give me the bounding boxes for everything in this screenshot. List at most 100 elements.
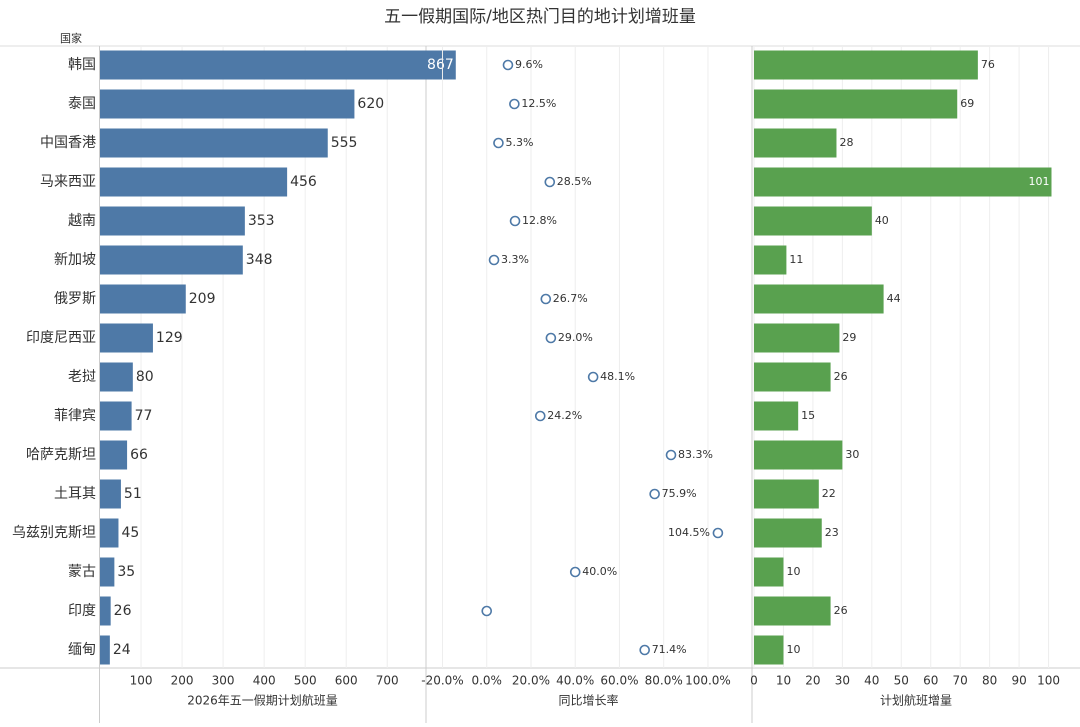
category-label: 土耳其	[54, 486, 96, 502]
data-label: 26	[834, 604, 848, 617]
x-tick-label: 500	[294, 674, 317, 688]
x-tick-label: 90	[1011, 674, 1026, 688]
data-label: 620	[357, 96, 384, 112]
row-header: 国家	[60, 31, 82, 45]
data-label: 71.4%	[652, 643, 687, 656]
category-label: 缅甸	[68, 642, 96, 658]
data-label: 26	[114, 603, 132, 619]
bar	[754, 50, 978, 80]
data-label: 26	[834, 370, 848, 383]
data-label: 28	[839, 136, 853, 149]
data-label: 101	[1028, 175, 1049, 188]
bar	[754, 479, 819, 509]
x-tick-label: 60.0%	[600, 674, 638, 688]
data-label: 30	[845, 448, 859, 461]
data-label: 15	[801, 409, 815, 422]
dot	[545, 332, 557, 344]
x-tick-label: 10	[776, 674, 791, 688]
x-tick-label: 80	[982, 674, 997, 688]
data-label: 12.8%	[522, 214, 557, 227]
bar	[100, 518, 119, 548]
bar	[100, 167, 288, 197]
data-label: 353	[248, 213, 275, 229]
dot	[481, 605, 493, 617]
x-tick-label: 100.0%	[685, 674, 731, 688]
x-tick-label: 70	[953, 674, 968, 688]
bar	[754, 323, 840, 353]
data-label: 10	[786, 565, 800, 578]
dot	[509, 98, 520, 110]
data-label: 28.5%	[557, 175, 592, 188]
x-tick-label: 700	[376, 674, 399, 688]
data-label: 83.3%	[678, 448, 713, 461]
category-label: 中国香港	[40, 135, 96, 151]
category-label: 马来西亚	[40, 174, 96, 190]
x-tick-label: 0	[750, 674, 758, 688]
x-tick-label: 20	[805, 674, 820, 688]
x-tick-label: 60	[923, 674, 938, 688]
bar	[100, 401, 132, 431]
bar	[100, 245, 243, 275]
category-label: 俄罗斯	[54, 291, 96, 307]
bar	[100, 284, 186, 314]
x-tick-label: 80.0%	[645, 674, 683, 688]
bar	[100, 635, 110, 665]
bar	[100, 323, 153, 353]
data-label: 23	[825, 526, 839, 539]
bar	[100, 557, 115, 587]
data-label: 24.2%	[547, 409, 582, 422]
data-label: 10	[786, 643, 800, 656]
dot	[649, 488, 660, 500]
x-tick-label: 50	[894, 674, 909, 688]
bar	[754, 128, 837, 158]
bar	[754, 245, 787, 275]
data-label: 5.3%	[505, 136, 533, 149]
dot	[540, 293, 552, 305]
data-label: 40.0%	[582, 565, 617, 578]
data-label: 12.5%	[521, 97, 556, 110]
data-label: 45	[121, 525, 139, 541]
x-tick-label: 30	[835, 674, 850, 688]
x-tick-label: 600	[335, 674, 358, 688]
data-label: 44	[887, 292, 901, 305]
data-label: 456	[290, 174, 317, 190]
data-label: 66	[130, 447, 148, 463]
dot	[534, 410, 546, 422]
dot	[587, 371, 599, 383]
bar	[100, 128, 328, 158]
x-tick-label: 100	[1037, 674, 1060, 688]
data-label: 867	[427, 57, 454, 73]
bar	[754, 557, 784, 587]
bar	[754, 167, 1052, 197]
bar	[754, 284, 884, 314]
category-label: 哈萨克斯坦	[26, 447, 96, 463]
bar	[754, 440, 843, 470]
bar	[754, 596, 831, 626]
category-label: 新加坡	[54, 252, 96, 268]
dot	[488, 254, 500, 266]
data-label: 77	[135, 408, 153, 424]
data-label: 40	[875, 214, 889, 227]
bar	[754, 635, 784, 665]
bar	[100, 89, 355, 119]
dot	[639, 644, 650, 656]
data-label: 80	[136, 369, 154, 385]
bar	[754, 401, 799, 431]
data-label: 75.9%	[662, 487, 697, 500]
data-label: 555	[331, 135, 358, 151]
x-tick-label: 100	[130, 674, 153, 688]
category-label: 菲律宾	[54, 408, 96, 424]
category-label: 印度	[68, 603, 96, 619]
data-label: 209	[189, 291, 216, 307]
data-label: 129	[156, 330, 183, 346]
bar	[754, 362, 831, 392]
data-label: 24	[113, 642, 131, 658]
x-tick-label: 0.0%	[471, 674, 502, 688]
x-tick-label: 40	[864, 674, 879, 688]
data-label: 3.3%	[501, 253, 529, 266]
data-label: 104.5%	[668, 526, 710, 539]
chart-title: 五一假期国际/地区热门目的地计划增班量	[384, 7, 696, 27]
x-tick-label: 40.0%	[556, 674, 594, 688]
data-label: 22	[822, 487, 836, 500]
